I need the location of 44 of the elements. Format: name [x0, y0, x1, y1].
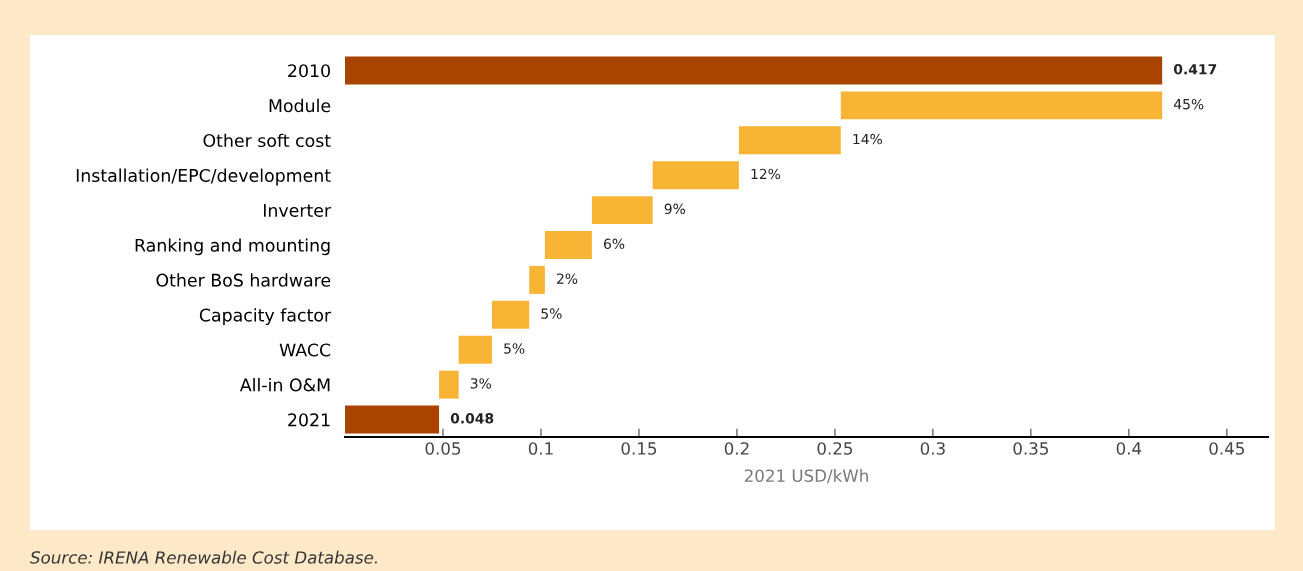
x-tick-label: 0.1 [528, 442, 553, 455]
y-tick-label: Inverter [263, 204, 332, 217]
annotation: 9% [664, 203, 686, 215]
bar [345, 405, 440, 434]
bar [652, 161, 739, 190]
y-tick-label: Capacity factor [199, 308, 332, 326]
annotation: 3% [470, 378, 492, 389]
x-tick-label: 0.4 [1116, 442, 1142, 455]
annotation: 45% [1173, 98, 1204, 110]
x-tick-label: 0.15 [621, 442, 657, 455]
x-tick-label: 0.35 [1013, 442, 1048, 455]
source-note: Source: IRENA Renewable Cost Database. [30, 550, 377, 564]
data-label: 0.417 [1173, 63, 1217, 75]
x-tick-label: 0.45 [1209, 442, 1244, 455]
x-tick-label: 0.3 [920, 442, 945, 455]
bar [439, 370, 459, 399]
bar [591, 196, 653, 225]
y-tick-label: Installation/EPC/development [76, 168, 331, 186]
x-tick-label: 0.25 [817, 442, 853, 455]
x-tick-label: 0.2 [724, 442, 749, 455]
annotation: 5% [541, 308, 562, 319]
annotation: 14% [853, 133, 883, 145]
y-tick-label: Other BoS hardware [156, 273, 331, 287]
bar [491, 300, 530, 329]
x-axis-title: 2021 USD/kWh [744, 469, 868, 484]
annotation: 6% [604, 238, 625, 250]
bar [458, 335, 492, 364]
annotation: 5% [504, 343, 525, 354]
y-tick-label: 2021 [288, 413, 330, 427]
bar [840, 91, 1163, 120]
x-tick-label: 0.05 [425, 442, 461, 455]
y-tick-label: Other soft cost [203, 133, 331, 148]
bar [738, 126, 841, 155]
y-tick-label: Ranking and mounting [135, 238, 330, 256]
y-tick-label: Module [269, 98, 331, 113]
data-label: 0.048 [450, 413, 494, 424]
annotation: 12% [751, 168, 781, 180]
annotation: 2% [557, 273, 578, 284]
y-tick-label: WACC [279, 343, 331, 357]
bar [529, 265, 545, 294]
y-tick-label: 2010 [288, 64, 330, 78]
bar [345, 56, 1163, 85]
y-tick-label: All-in O&M [239, 378, 330, 392]
bar [544, 231, 592, 259]
